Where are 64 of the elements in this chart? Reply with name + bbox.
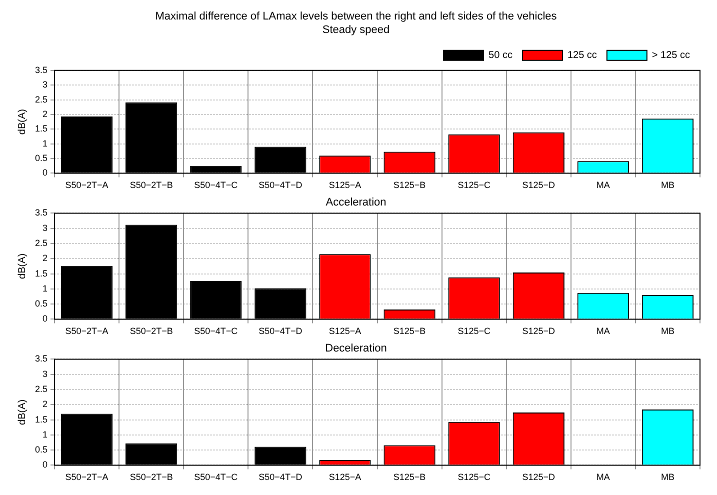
chart-title: Deceleration (325, 342, 387, 355)
y-tick-label: 0.5 (34, 298, 48, 309)
y-tick-label: 0.5 (34, 444, 48, 455)
y-tick-label: 2.5 (34, 384, 48, 394)
x-tick-label: MB (660, 326, 674, 336)
chart-subtitle: Steady speed (322, 24, 390, 36)
x-tick-label: S50−4T−C (194, 472, 238, 482)
y-tick-label: 3 (42, 222, 48, 233)
x-tick-label: S125−B (393, 326, 426, 336)
y-tick-label: 3 (42, 80, 48, 90)
y-tick-label: 2 (42, 253, 48, 264)
x-tick-label: S125−A (328, 180, 362, 190)
x-tick-label: S50−4T−D (258, 180, 303, 190)
y-axis-title: dB(A) (16, 109, 28, 135)
legend-label: > 125 cc (652, 50, 690, 62)
x-tick-label: S125−A (328, 472, 362, 482)
x-tick-label: MA (596, 326, 610, 336)
y-tick-label: 0 (42, 460, 48, 470)
x-tick-label: MB (660, 180, 674, 190)
y-tick-label: 1.5 (34, 124, 48, 134)
x-tick-label: S125−D (522, 472, 556, 482)
y-tick-label: 2.5 (34, 238, 48, 248)
y-tick-label: 1 (42, 283, 48, 294)
x-tick-label: MA (596, 472, 610, 482)
y-tick-label: 0 (42, 314, 48, 324)
chart-title: Acceleration (326, 196, 386, 209)
x-tick-label: S50−4T−C (194, 180, 238, 190)
legend-label: 125 cc (567, 50, 597, 62)
x-tick-label: S50−2T−A (65, 326, 108, 336)
legend-label: 50 cc (488, 50, 512, 62)
y-tick-label: 3 (42, 368, 48, 379)
y-tick-label: 2 (42, 108, 48, 119)
x-tick-label: S125−B (393, 472, 426, 482)
y-tick-label: 1 (42, 429, 48, 440)
y-tick-label: 1.5 (34, 268, 48, 278)
x-tick-label: S50−4T−D (258, 472, 303, 482)
x-tick-label: S50−2T−B (130, 472, 173, 482)
x-tick-label: MB (660, 472, 674, 482)
x-tick-label: MA (596, 180, 610, 190)
x-tick-label: S50−4T−C (194, 326, 238, 336)
x-tick-label: S50−2T−A (65, 180, 108, 190)
y-tick-label: 0.5 (34, 153, 48, 163)
x-tick-label: S125−D (522, 326, 556, 336)
x-tick-label: S125−A (328, 326, 362, 336)
y-tick-label: 3.5 (34, 354, 48, 364)
x-tick-label: S125−D (522, 180, 556, 190)
y-tick-label: 3.5 (34, 64, 48, 75)
x-tick-label: S50−4T−D (258, 326, 303, 336)
x-tick-label: S125−C (458, 472, 491, 482)
y-tick-label: 3.5 (34, 208, 48, 218)
chart-title: Maximal difference of LAmax levels between the right and left sides of the vehicles (155, 10, 558, 23)
y-axis-title: dB(A) (16, 399, 28, 425)
y-tick-label: 1 (42, 138, 48, 148)
x-tick-label: S50−2T−A (65, 472, 108, 482)
x-tick-label: S50−2T−B (130, 326, 173, 336)
x-tick-label: S125−B (393, 180, 426, 190)
y-tick-label: 2.5 (34, 94, 48, 104)
y-tick-label: 1.5 (34, 414, 48, 424)
y-axis-title: dB(A) (16, 253, 28, 279)
y-tick-label: 0 (42, 168, 48, 178)
y-tick-label: 2 (42, 399, 48, 410)
x-tick-label: S50−2T−B (130, 180, 173, 190)
x-tick-label: S125−C (458, 180, 491, 190)
x-tick-label: S125−C (458, 326, 491, 336)
